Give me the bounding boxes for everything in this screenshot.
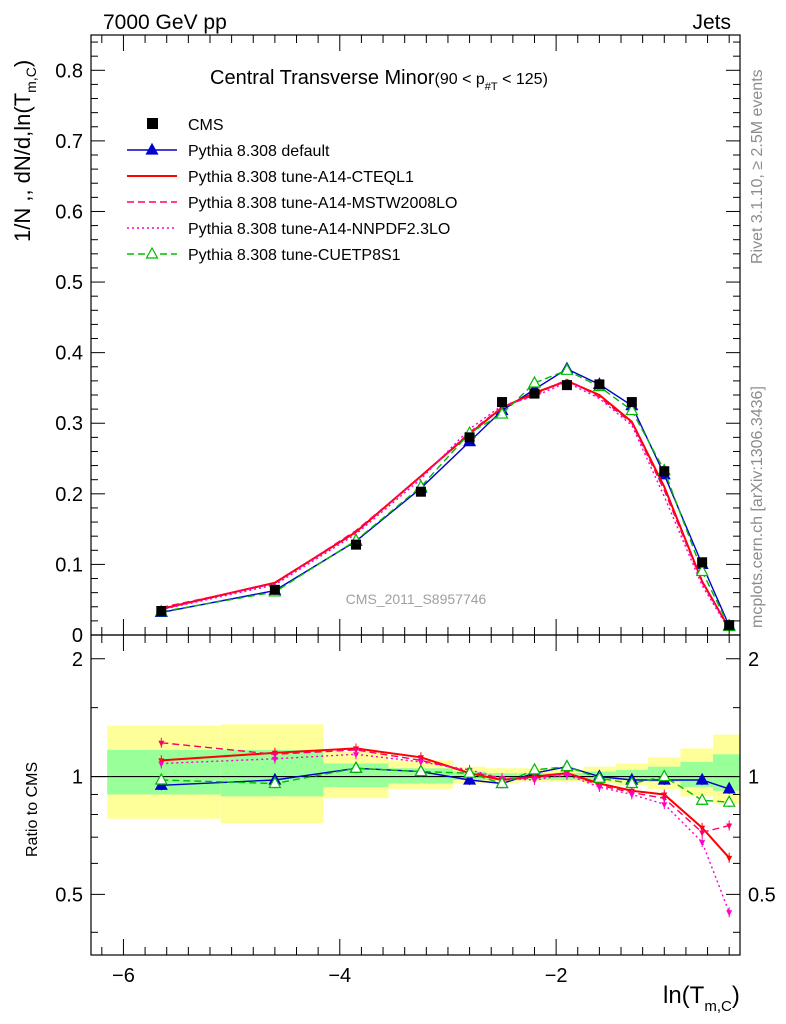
mcplots-label: mcplots.cern.ch [arXiv:1306.3436] bbox=[749, 386, 766, 628]
ratio-y-tick-label: 0.5 bbox=[55, 884, 83, 906]
ratio-point-marker bbox=[353, 752, 360, 759]
legend-marker-square bbox=[147, 118, 158, 129]
ratio-point-marker bbox=[560, 759, 574, 772]
ratio-point-marker bbox=[596, 785, 603, 792]
ratio-point-marker bbox=[463, 765, 477, 778]
axes-group: 0 0.1 0.2 0.3 0.4 0.5 0.6 0.7 0.8 −6 −4 −2 0.5 0.5 1 1 2… bbox=[55, 34, 776, 987]
x-tick-label: −6 bbox=[112, 965, 135, 987]
ratio-point-marker bbox=[661, 802, 668, 809]
ratio-point-marker bbox=[158, 740, 165, 747]
ratio-point-marker bbox=[722, 781, 736, 794]
x-axis-label: ln(Tm,C) bbox=[663, 982, 740, 1015]
legend-label: Pythia 8.308 default bbox=[188, 143, 330, 160]
header-process: Jets bbox=[692, 11, 731, 34]
y-tick-label: 0.1 bbox=[55, 554, 83, 576]
ratio-y-tick-label-right: 0.5 bbox=[748, 884, 776, 906]
legend-label: Pythia 8.308 tune-A14-CTEQL1 bbox=[188, 169, 414, 186]
ratio-y-axis-label: Ratio to CMS bbox=[24, 762, 41, 857]
ratio-panel-plot-area bbox=[91, 737, 740, 918]
y-tick-label: 0.2 bbox=[55, 484, 83, 506]
series-point-marker bbox=[527, 375, 541, 388]
x-tick-label: −4 bbox=[328, 965, 351, 987]
legend-label: Pythia 8.308 tune-A14-MSTW2008LO bbox=[188, 195, 457, 212]
series-line bbox=[161, 368, 730, 627]
ratio-point-marker bbox=[699, 840, 706, 847]
ratio-point-marker bbox=[417, 759, 424, 766]
series-point-marker bbox=[495, 406, 509, 419]
series-point-marker bbox=[625, 403, 639, 416]
cms-data-point bbox=[561, 380, 572, 391]
rivet-version-label: Rivet 3.1.10, ≥ 2.5M events bbox=[749, 69, 766, 264]
main-y-axis-label: 1/N ,, dN/d,ln(Tm,C) bbox=[10, 60, 39, 242]
ratio-y-tick-label-right: 1 bbox=[748, 767, 759, 789]
ratio-point-marker bbox=[695, 792, 709, 805]
ratio-point-marker bbox=[563, 772, 570, 779]
y-tick-label: 0.5 bbox=[55, 272, 83, 294]
ratio-panel-frame bbox=[90, 634, 741, 956]
ratio-point-marker bbox=[531, 777, 538, 784]
cms-data-point bbox=[724, 620, 735, 631]
ratio-point-marker bbox=[158, 761, 165, 768]
cms-data-point bbox=[156, 606, 167, 616]
ratio-point-marker bbox=[527, 762, 541, 775]
y-tick-label: 0.8 bbox=[55, 60, 83, 82]
ratio-point-marker bbox=[722, 794, 736, 807]
ratio-point-marker bbox=[726, 823, 733, 830]
ratio-point-marker bbox=[592, 771, 606, 783]
ratio-point-marker bbox=[628, 792, 635, 799]
ratio-point-marker bbox=[657, 769, 671, 782]
ratio-point-marker bbox=[463, 772, 477, 785]
ratio-point-marker bbox=[726, 910, 733, 917]
cms-data-point bbox=[594, 379, 605, 390]
ratio-panel-bands bbox=[107, 724, 740, 824]
series-point-marker bbox=[560, 363, 574, 375]
legend-label: Pythia 8.308 tune-A14-NNPDF2.3LO bbox=[188, 221, 450, 238]
cms-data-point bbox=[464, 432, 475, 443]
main-panel-series bbox=[154, 361, 736, 632]
ratio-point-marker bbox=[349, 761, 363, 773]
cms-data-point bbox=[415, 486, 426, 497]
ratio-y-tick-label-right: 2 bbox=[748, 649, 759, 671]
plot-title: Central Transverse Minor(90 < p#T < 125) bbox=[210, 67, 548, 93]
header-energy: 7000 GeV pp bbox=[103, 11, 227, 34]
ratio-point-marker bbox=[695, 772, 709, 785]
ratio-point-marker bbox=[726, 855, 733, 862]
y-tick-label: 0.6 bbox=[55, 201, 83, 223]
analysis-watermark: CMS_2011_S8957746 bbox=[346, 591, 487, 607]
series-line bbox=[161, 378, 730, 629]
y-tick-label: 0.7 bbox=[55, 131, 83, 153]
cms-data-point bbox=[269, 584, 280, 595]
legend: CMS Pythia 8.308 default Pythia 8.308 tune… bbox=[127, 117, 457, 264]
cms-data-point bbox=[697, 557, 708, 568]
series-line bbox=[161, 369, 730, 627]
ratio-point-marker bbox=[268, 776, 282, 789]
ratio-point-marker bbox=[625, 776, 639, 789]
ratio-point-marker bbox=[271, 756, 278, 763]
cms-data-point bbox=[659, 466, 670, 477]
ratio-y-tick-label: 2 bbox=[72, 649, 83, 671]
ratio-point-marker bbox=[414, 764, 428, 777]
x-tick-label: −2 bbox=[545, 965, 568, 987]
legend-marker bbox=[145, 142, 159, 155]
legend-label: CMS bbox=[188, 117, 224, 134]
ratio-point-marker bbox=[154, 772, 168, 785]
legend-label: Pythia 8.308 tune-CUETP8S1 bbox=[188, 247, 401, 264]
legend-marker bbox=[145, 246, 159, 259]
ratio-point-marker bbox=[495, 776, 509, 789]
cms-data-point bbox=[497, 397, 508, 408]
y-tick-label: 0 bbox=[72, 625, 83, 647]
y-tick-label: 0.4 bbox=[55, 343, 83, 365]
ratio-y-tick-label: 1 bbox=[72, 767, 83, 789]
series-point-marker bbox=[695, 564, 709, 577]
cms-data-point bbox=[351, 539, 362, 550]
cms-data-point bbox=[626, 397, 637, 408]
ratio-point-marker bbox=[699, 830, 706, 837]
cms-data-point bbox=[529, 388, 540, 399]
y-tick-label: 0.3 bbox=[55, 413, 83, 435]
